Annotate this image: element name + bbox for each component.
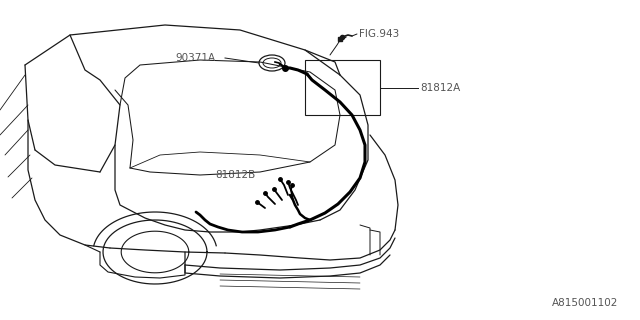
Text: 81812A: 81812A [420, 83, 460, 93]
Bar [305, 60, 380, 115]
Text: 81812B: 81812B [215, 170, 255, 180]
Text: 90371A: 90371A [175, 53, 215, 63]
Text: FIG.943: FIG.943 [359, 29, 399, 39]
Text: A815001102: A815001102 [552, 298, 618, 308]
